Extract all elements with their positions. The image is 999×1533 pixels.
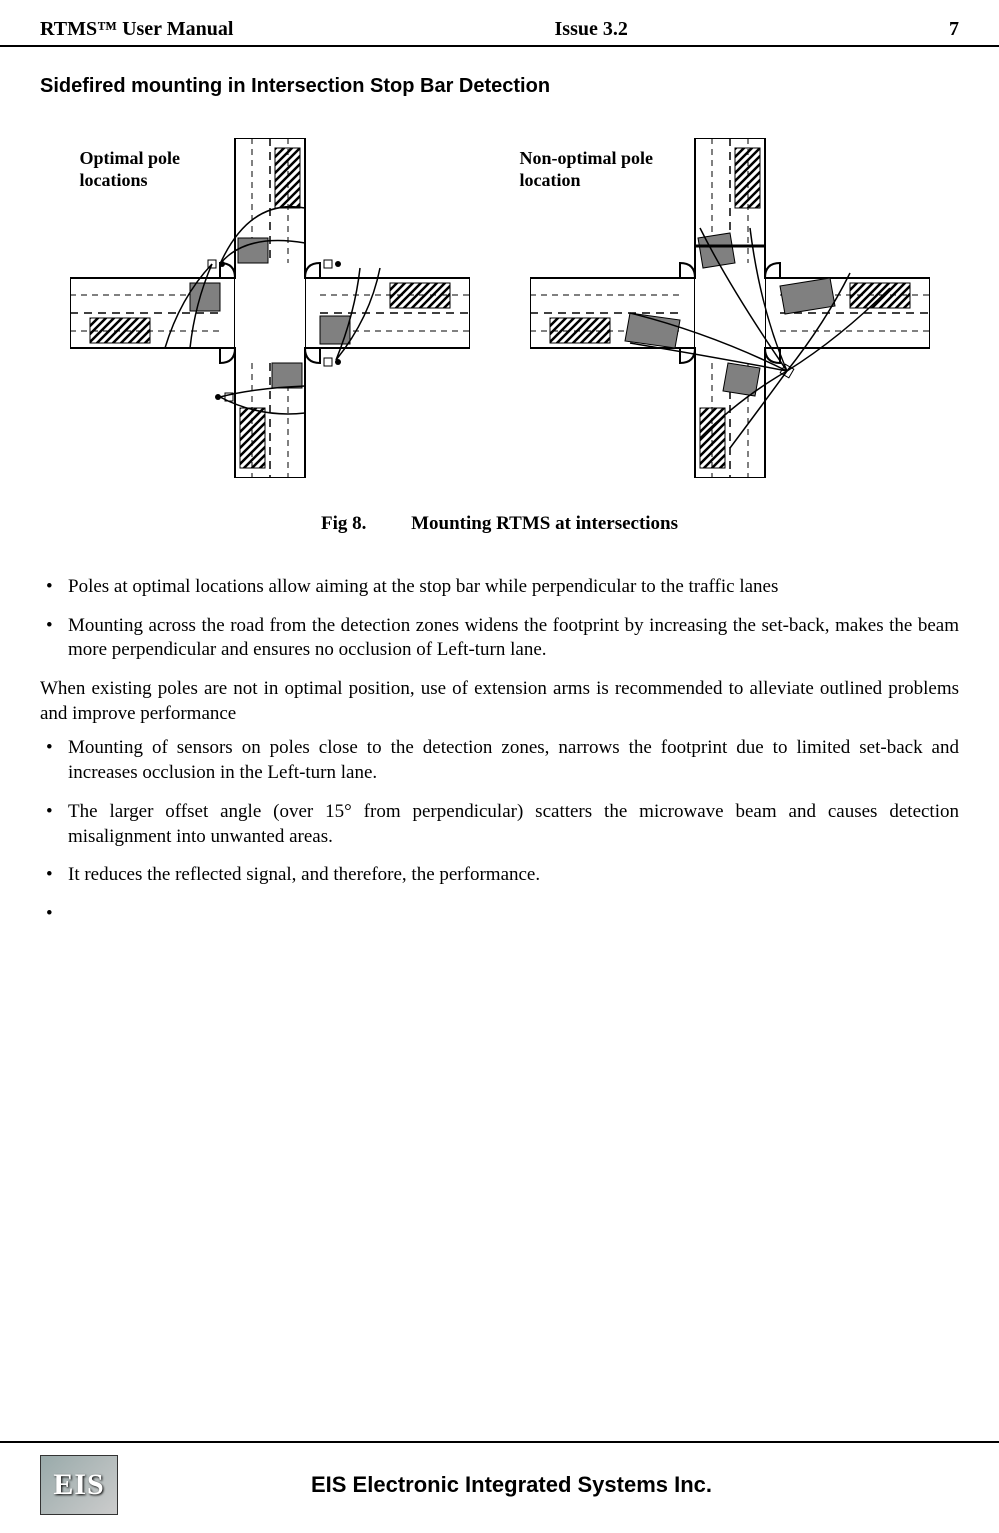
- diagram-nonoptimal: Non-optimal pole location: [530, 138, 930, 483]
- page-footer: EIS EIS Electronic Integrated Systems In…: [0, 1441, 999, 1533]
- content-area: Sidefired mounting in Intersection Stop …: [0, 47, 999, 888]
- section-title: Sidefired mounting in Intersection Stop …: [40, 75, 959, 98]
- bullet-item: Mounting across the road from the detect…: [40, 614, 959, 663]
- nonoptimal-label-line2: location: [520, 170, 581, 190]
- bullet-item: It reduces the reflected signal, and the…: [40, 863, 959, 888]
- figure-number: Fig 8.: [321, 513, 366, 534]
- header-right: 7: [949, 18, 959, 41]
- bullet-item: The larger offset angle (over 15° from p…: [40, 800, 959, 849]
- page-header: RTMS™ User Manual Issue 3.2 7: [0, 0, 999, 47]
- optimal-label-line1: Optimal pole: [80, 148, 181, 168]
- figure-caption-text: Mounting RTMS at intersections: [411, 513, 678, 534]
- mid-paragraph: When existing poles are not in optimal p…: [40, 677, 959, 726]
- header-left: RTMS™ User Manual: [40, 18, 233, 41]
- bullet-list-bottom: Mounting of sensors on poles close to th…: [40, 736, 959, 887]
- diagram-optimal: Optimal pole locations: [70, 138, 470, 483]
- diagram-optimal-label: Optimal pole locations: [80, 148, 181, 191]
- figure-area: Optimal pole locations: [40, 138, 959, 483]
- header-center: Issue 3.2: [555, 18, 628, 41]
- footer-company: EIS Electronic Integrated Systems Inc.: [142, 1472, 959, 1498]
- figure-caption: Fig 8. Mounting RTMS at intersections: [40, 513, 959, 535]
- bullet-item: Poles at optimal locations allow aiming …: [40, 575, 959, 600]
- bullet-item: Mounting of sensors on poles close to th…: [40, 736, 959, 785]
- diagram-nonoptimal-label: Non-optimal pole location: [520, 148, 654, 191]
- optimal-label-line2: locations: [80, 170, 148, 190]
- eis-logo-icon: EIS: [40, 1455, 118, 1515]
- nonoptimal-label-line1: Non-optimal pole: [520, 148, 654, 168]
- bullet-list-top: Poles at optimal locations allow aiming …: [40, 575, 959, 663]
